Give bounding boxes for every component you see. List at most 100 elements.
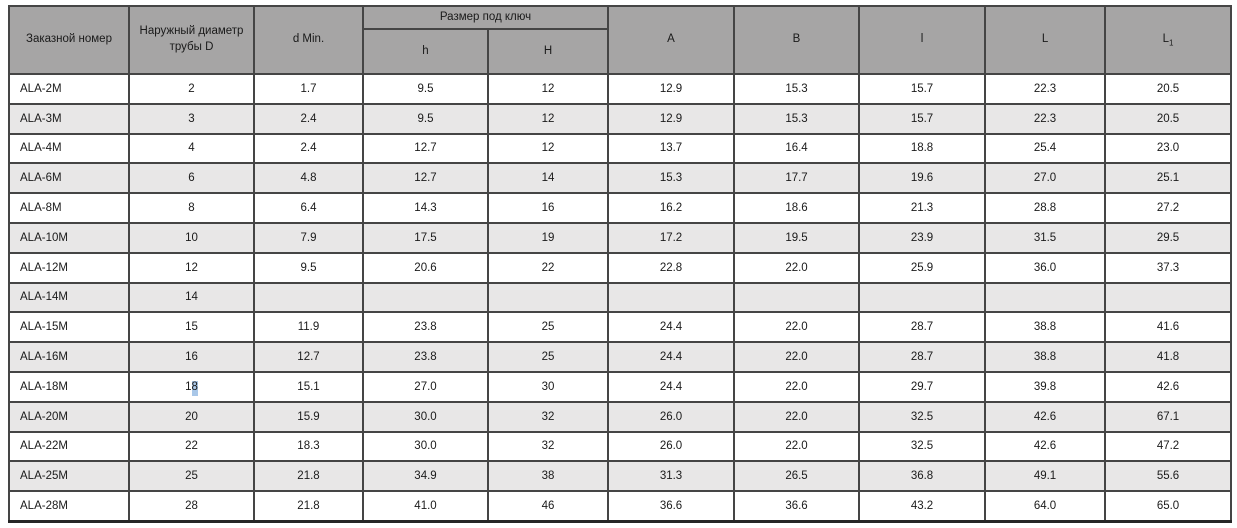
col-header-l-big: L (984, 5, 1107, 75)
value-cell: 18.8 (858, 132, 987, 165)
order-number-cell: ALA-25M (8, 460, 130, 493)
dimensions-table: Заказной номер Наружный диаметр трубы D … (8, 5, 1233, 523)
col-header-order-number: Заказной номер (8, 5, 130, 75)
value-cell: 36.6 (607, 490, 736, 523)
value-cell: 4.8 (253, 162, 364, 195)
value-cell: 22.0 (733, 430, 861, 463)
table-row: ALA-28M 28 21.8 41.0 46 36.6 36.6 43.2 64.0 65.0 (8, 490, 1233, 523)
value-cell: 12 (486, 132, 610, 165)
value-cell: 16.2 (607, 192, 736, 224)
value-cell: 22.0 (733, 370, 861, 403)
value-cell: 23.8 (362, 341, 489, 373)
table-row: ALA-20M 20 15.9 30.0 32 26.0 22.0 32.5 42.6 67.1 (8, 400, 1233, 433)
value-cell: 11.9 (253, 311, 364, 344)
value-cell: 42.6 (984, 430, 1107, 463)
value-cell: 25.4 (984, 132, 1107, 165)
value-cell: 21.8 (253, 460, 364, 493)
value-cell (1104, 281, 1233, 314)
value-cell: 2.4 (253, 102, 364, 135)
value-cell: 37.3 (1104, 251, 1233, 284)
value-cell: 6.4 (253, 192, 364, 224)
value-cell: 13.7 (607, 132, 736, 165)
value-cell: 16 (128, 341, 255, 373)
col-header-l-small: l (858, 5, 987, 75)
value-cell: 22.0 (733, 400, 861, 433)
value-cell: 4 (128, 132, 255, 165)
table-row: ALA-15M 15 11.9 23.8 25 24.4 22.0 28.7 38.8 41.6 (8, 311, 1233, 344)
value-cell: 41.6 (1104, 311, 1233, 344)
value-cell: 15.7 (858, 102, 987, 135)
value-cell: 28 (128, 490, 255, 523)
col-header-wrench-size: Размер под ключ (361, 5, 610, 30)
value-cell: 65.0 (1104, 490, 1233, 523)
value-cell: 12 (486, 73, 610, 105)
l1-subscript: 1 (1168, 38, 1174, 48)
value-cell: 36.0 (984, 251, 1107, 284)
value-cell: 22 (486, 251, 610, 284)
value-cell: 49.1 (984, 460, 1107, 493)
table-row: ALA-16M 16 12.7 23.8 25 24.4 22.0 28.7 38.8 41.8 (8, 341, 1233, 373)
value-cell: 12 (128, 251, 255, 284)
table-body: ALA-2M 2 1.7 9.5 12 12.9 15.3 15.7 22.3 20.5 ALA-3… (8, 73, 1233, 523)
value-cell: 24.4 (607, 341, 736, 373)
order-number-cell: ALA-14M (8, 281, 130, 314)
value-cell: 47.2 (1104, 430, 1233, 463)
value-cell: 20.5 (1104, 73, 1233, 105)
value-cell: 14.3 (362, 192, 489, 224)
col-header-h-small: h (362, 27, 489, 76)
value-cell: 30.0 (362, 430, 489, 463)
value-cell: 12.7 (253, 341, 364, 373)
order-number-cell: ALA-20M (8, 400, 130, 433)
value-cell: 15.3 (607, 162, 736, 195)
value-cell: 32 (486, 400, 610, 433)
table-row: ALA-2M 2 1.7 9.5 12 12.9 15.3 15.7 22.3 20.5 (8, 73, 1233, 105)
order-number-cell: ALA-22M (8, 430, 130, 463)
value-cell: 43.2 (858, 490, 987, 523)
value-cell: 32.5 (858, 400, 987, 433)
value-cell: 21.8 (253, 490, 364, 523)
value-cell: 31.3 (607, 460, 736, 493)
value-cell (607, 281, 736, 314)
col-header-d-min: d Min. (253, 5, 364, 75)
table-row: ALA-25M 25 21.8 34.9 38 31.3 26.5 36.8 49.1 55.6 (8, 460, 1233, 493)
table-row: ALA-3M 3 2.4 9.5 12 12.9 15.3 15.7 22.3 20.5 (8, 102, 1233, 135)
value-cell: 28.8 (984, 192, 1107, 224)
order-number-cell: ALA-4M (8, 132, 130, 165)
value-cell: 20 (128, 400, 255, 433)
value-cell (253, 281, 364, 314)
value-cell: 46 (486, 490, 610, 523)
value-cell: 7.9 (253, 221, 364, 254)
value-cell: 36.8 (858, 460, 987, 493)
value-cell: 30.0 (362, 400, 489, 433)
value-cell: 15.1 (253, 370, 364, 403)
value-cell: 32 (486, 430, 610, 463)
col-header-b: B (733, 5, 861, 75)
col-header-a: A (607, 5, 736, 75)
value-cell: 10 (128, 221, 255, 254)
table-row: ALA-22M 22 18.3 30.0 32 26.0 22.0 32.5 42.6 47.2 (8, 430, 1233, 463)
value-cell: 14 (486, 162, 610, 195)
value-cell: 15 (128, 311, 255, 344)
value-cell: 39.8 (984, 370, 1107, 403)
value-cell: 21.3 (858, 192, 987, 224)
value-cell: 22 (128, 430, 255, 463)
order-number-cell: ALA-3M (8, 102, 130, 135)
order-number-cell: ALA-15M (8, 311, 130, 344)
value-cell: 15.7 (858, 73, 987, 105)
value-cell: 36.6 (733, 490, 861, 523)
value-cell: 38.8 (984, 311, 1107, 344)
table-row: ALA-18M 18 15.1 27.0 30 24.4 22.0 29.7 39.8 42.6 (8, 370, 1233, 403)
selected-text-highlight: 8 (191, 380, 198, 393)
order-number-cell: ALA-2M (8, 73, 130, 105)
value-cell: 27.0 (984, 162, 1107, 195)
value-cell: 28.7 (858, 311, 987, 344)
value-cell: 26.0 (607, 400, 736, 433)
value-cell: 25.1 (1104, 162, 1233, 195)
value-cell: 32.5 (858, 430, 987, 463)
value-cell: 25 (486, 341, 610, 373)
value-cell: 23.0 (1104, 132, 1233, 165)
value-cell (984, 281, 1107, 314)
value-cell: 22.3 (984, 73, 1107, 105)
value-cell: 19.6 (858, 162, 987, 195)
value-cell (486, 281, 610, 314)
